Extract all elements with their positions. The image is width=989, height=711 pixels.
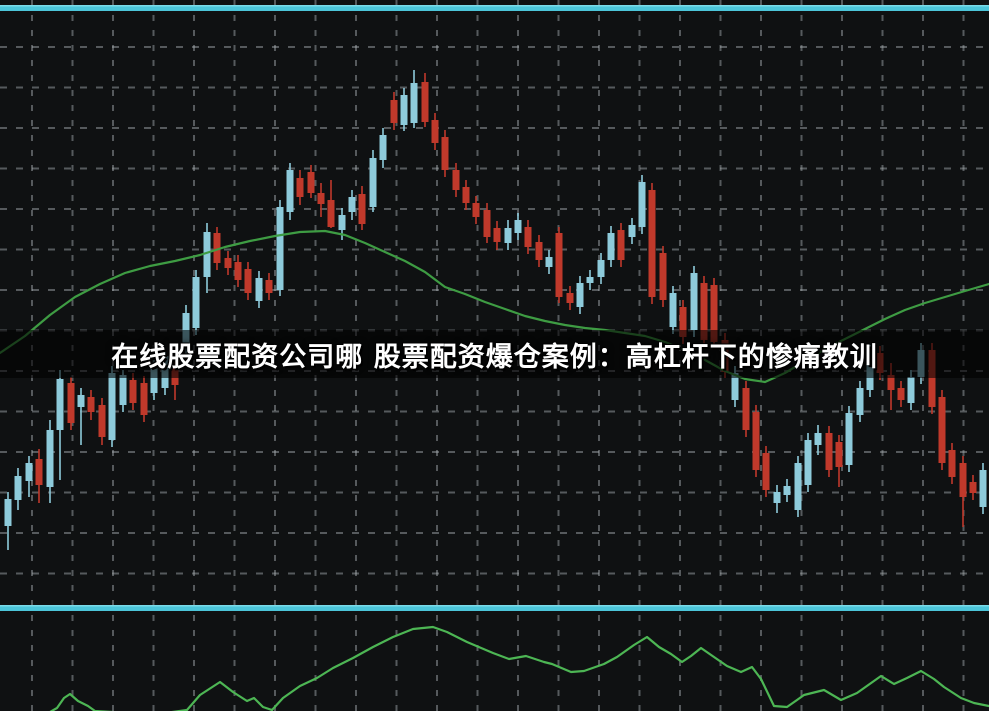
indicator-line	[49, 625, 989, 711]
grid-horizontal-lines	[0, 46, 989, 575]
page-title: 在线股票配资公司哪 股票配资爆仓案例：高杠杆下的惨痛教训	[111, 341, 878, 373]
candles	[4, 70, 987, 550]
upper-boundary-line	[0, 5, 989, 11]
lower-boundary-line	[0, 605, 989, 611]
title-overlay-band: 在线股票配资公司哪 股票配资爆仓案例：高杠杆下的惨痛教训	[0, 330, 989, 378]
